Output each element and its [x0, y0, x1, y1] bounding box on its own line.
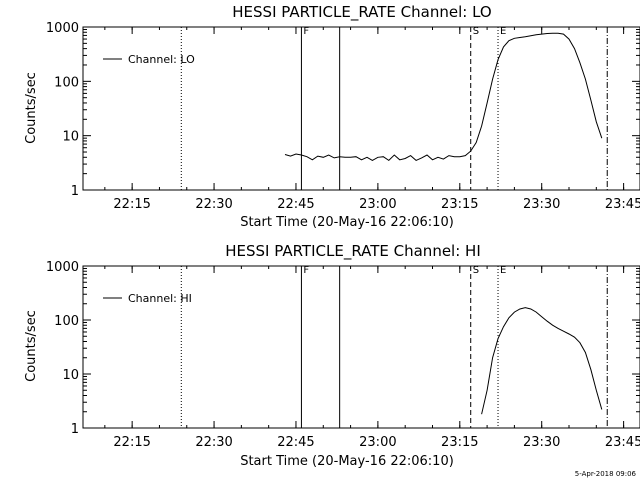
marker-label: S [473, 26, 479, 37]
legend: Channel: HI [103, 292, 192, 305]
x-tick-label: 23:45 [605, 435, 640, 450]
legend-label: Channel: HI [128, 292, 192, 305]
y-tick-label: 1 [71, 422, 79, 437]
marker-label: E [500, 26, 506, 37]
x-axis-label: Start Time (20-May-16 22:06:10) [240, 454, 454, 469]
marker-label: E [500, 265, 506, 276]
x-tick-label: 22:30 [195, 435, 232, 450]
x-tick-label: 22:45 [277, 197, 314, 212]
x-tick-label: 22:30 [195, 197, 232, 212]
plot-frame [82, 265, 640, 429]
x-tick-label: 23:15 [441, 435, 478, 450]
marker-label: F [303, 26, 309, 37]
marker-label: F [303, 265, 309, 276]
panel-lo: HESSI PARTICLE_RATE Channel: LO 1 10 100 10… [24, 3, 640, 230]
x-axis-label: Start Time (20-May-16 22:06:10) [240, 215, 454, 230]
x-tick-label: 23:45 [605, 197, 640, 212]
x-tick-label: 22:15 [113, 435, 150, 450]
y-tick-label: 1000 [46, 260, 79, 275]
x-tick-label: 23:30 [523, 435, 560, 450]
x-tick-label: 22:45 [277, 435, 314, 450]
panel-hi: HESSI PARTICLE_RATE Channel: HI 1 10 100 10… [24, 242, 640, 469]
y-tick-label: 100 [54, 314, 79, 329]
timestamp: 5-Apr-2018 09:06 [575, 470, 637, 478]
x-tick-label: 23:30 [523, 197, 560, 212]
y-tick-label: 1 [71, 184, 79, 199]
y-tick-label: 10 [62, 368, 79, 383]
y-tick-label: 1000 [46, 21, 79, 36]
y-axis-label: Counts/sec [24, 310, 39, 382]
y-tick-label: 100 [54, 75, 79, 90]
x-tick-label: 23:15 [441, 197, 478, 212]
y-tick-label: 10 [62, 130, 79, 145]
y-axis-label: Counts/sec [24, 72, 39, 144]
chart-title: HESSI PARTICLE_RATE Channel: LO [232, 3, 491, 22]
plot-frame [82, 26, 640, 191]
series-line-hi [481, 307, 603, 415]
x-tick-label: 22:15 [113, 197, 150, 212]
legend: Channel: LO [103, 53, 195, 66]
marker-label: S [473, 265, 479, 276]
chart-title: HESSI PARTICLE_RATE Channel: HI [225, 242, 481, 261]
x-tick-label: 23:00 [359, 197, 396, 212]
series-line-lo [284, 32, 603, 162]
x-tick-label: 23:00 [359, 435, 396, 450]
legend-label: Channel: LO [128, 53, 195, 66]
